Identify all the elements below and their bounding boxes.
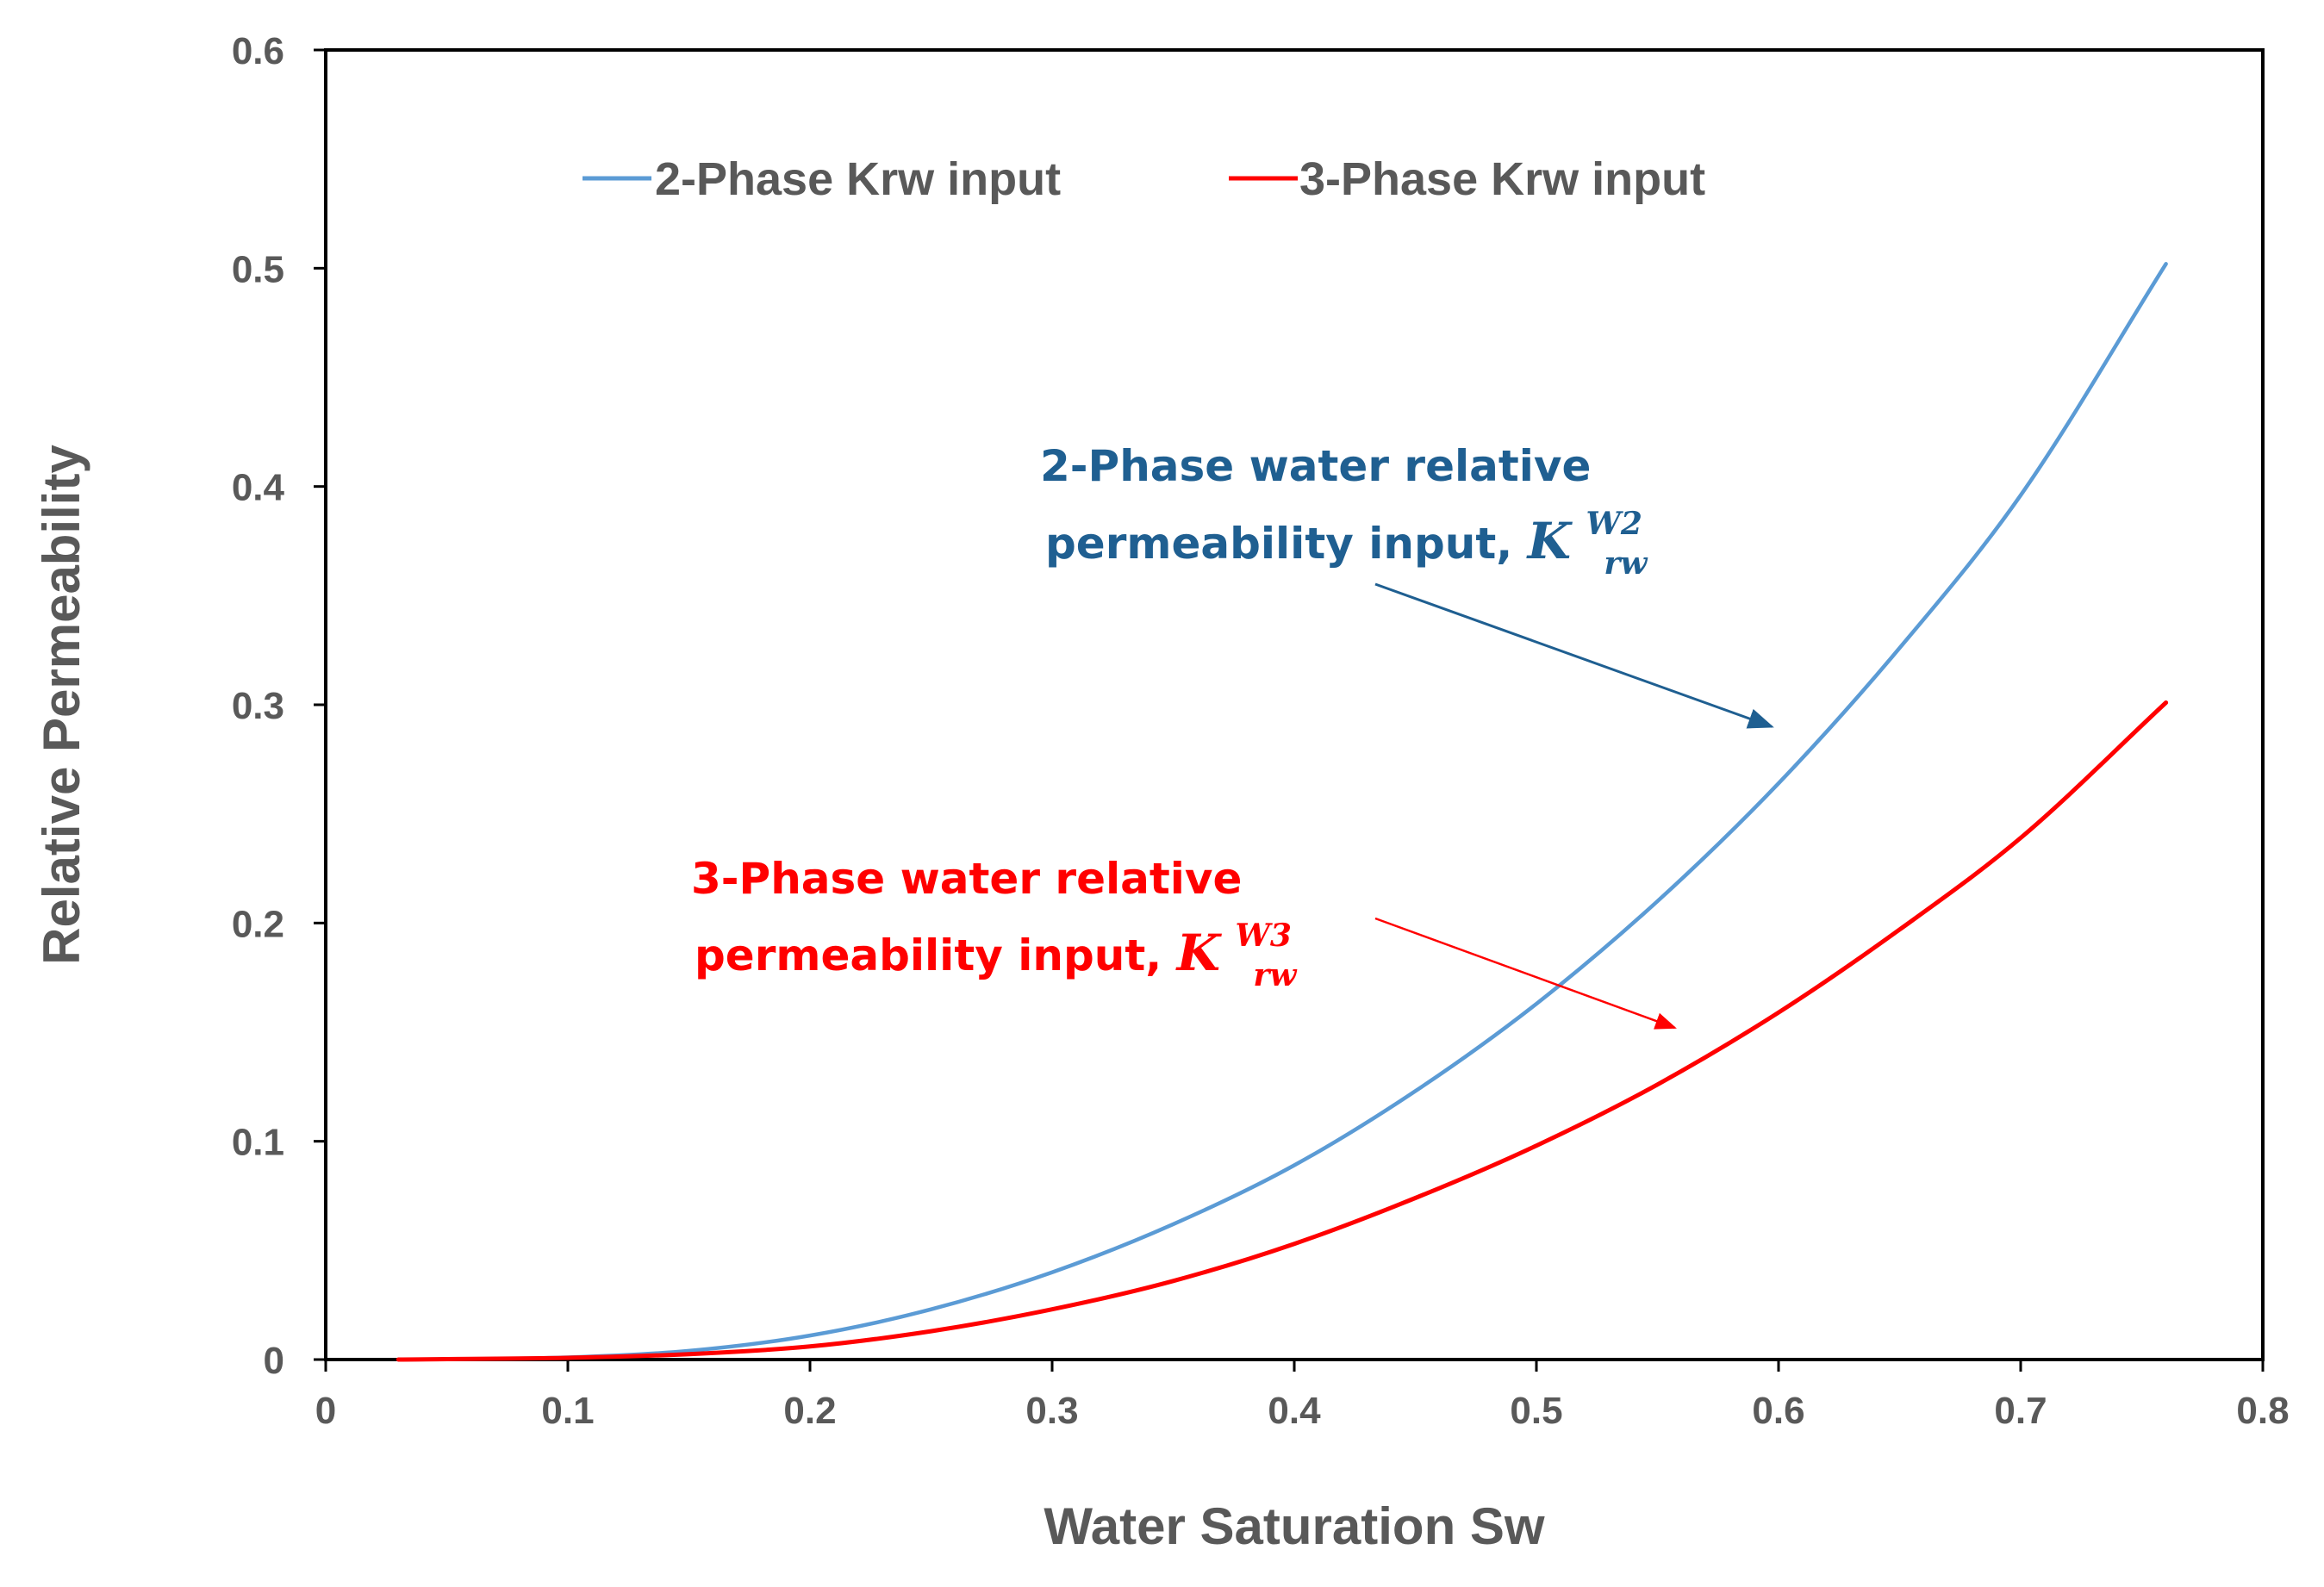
x-axis-title: Water Saturation Sw (1044, 1497, 1545, 1555)
series-layer (396, 262, 2169, 1362)
x-tick-label: 0.3 (1025, 1390, 1078, 1432)
x-tick-label: 0.1 (541, 1390, 594, 1432)
annotation-3-phase-text: permeability input, (695, 930, 1177, 980)
y-tick-label: 0.3 (232, 685, 284, 727)
y-tick-label: 0.2 (232, 903, 284, 945)
y-tick-label: 0.4 (232, 467, 285, 509)
x-tick-label: 0.5 (1510, 1390, 1562, 1432)
annotation-2-phase-line1: 2-Phase water relative (1040, 441, 1591, 491)
annotation-3-phase-symbol: K (1175, 924, 1223, 982)
series-line-2-phase (396, 262, 2168, 1362)
annotation-2-phase-subscript: rw (1604, 545, 1648, 582)
annotation-3-phase-subscript: rw (1253, 957, 1298, 993)
x-axis-ticks: 0 0.1 0.2 0.3 0.4 0.5 0.6 0.7 0.8 (315, 1360, 2290, 1432)
annotation-3-phase: 3-Phase water relative permeability inpu… (691, 854, 1677, 1030)
annotation-2-phase-text: permeability input, (1045, 519, 1528, 569)
series-line-3-phase (396, 700, 2169, 1362)
legend-label-3-phase: 3-Phase Krw input (1299, 153, 1705, 205)
annotation-2-phase-line2: permeability input, K W2 rw (1045, 495, 1657, 582)
annotation-2-phase-arrow (1374, 582, 1774, 729)
annotation-3-phase-line1: 3-Phase water relative (691, 854, 1242, 904)
annotation-2-phase: 2-Phase water relative permeability inpu… (1040, 441, 1774, 729)
x-tick-label: 0.6 (1752, 1390, 1804, 1432)
x-tick-label: 0.2 (783, 1390, 836, 1432)
x-tick-label: 0 (315, 1390, 336, 1432)
y-axis-title: Relative Permeability (33, 445, 90, 965)
annotation-2-phase-symbol: K (1526, 512, 1573, 570)
x-tick-label: 0.7 (1994, 1390, 2047, 1432)
annotation-3-phase-superscript: W3 (1236, 918, 1292, 954)
legend: 2-Phase Krw input 3-Phase Krw input (583, 153, 1705, 205)
y-tick-label: 0.5 (232, 248, 284, 290)
annotation-3-phase-arrow (1374, 917, 1677, 1030)
y-tick-label: 0 (264, 1340, 284, 1382)
y-tick-label: 0.6 (232, 30, 284, 72)
y-axis-ticks: 0 0.1 0.2 0.3 0.4 0.5 0.6 (232, 30, 326, 1382)
x-tick-label: 0.8 (2236, 1390, 2289, 1432)
y-tick-label: 0.1 (232, 1122, 284, 1164)
annotation-2-phase-superscript: W2 (1586, 506, 1642, 542)
annotation-3-phase-line2: permeability input, K W3 rw (695, 906, 1306, 993)
legend-label-2-phase: 2-Phase Krw input (655, 153, 1061, 205)
x-tick-label: 0.4 (1268, 1390, 1321, 1432)
